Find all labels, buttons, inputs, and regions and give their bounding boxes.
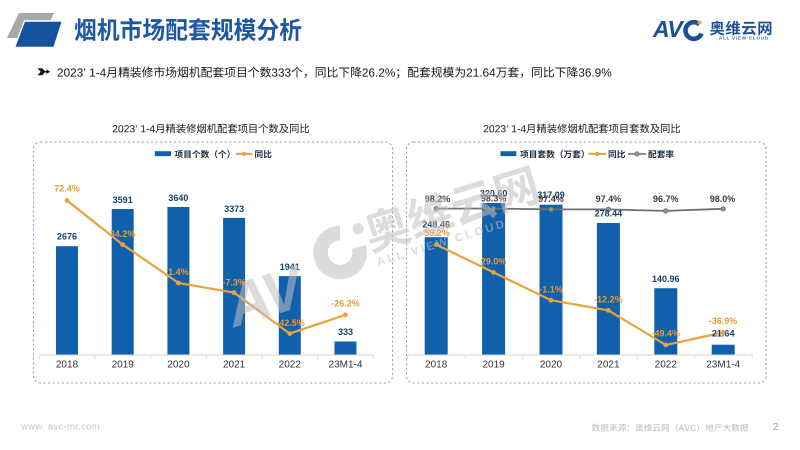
svg-text:98.0%: 98.0%: [710, 194, 736, 204]
svg-text:2018: 2018: [56, 360, 79, 371]
svg-text:1941: 1941: [280, 262, 300, 272]
svg-text:www. avc-mr.com: www. avc-mr.com: [20, 422, 100, 433]
svg-text:2676: 2676: [57, 232, 77, 242]
svg-text:2019: 2019: [482, 360, 505, 371]
svg-text:AV: AV: [652, 16, 684, 42]
svg-text:-36.9%: -36.9%: [709, 316, 738, 326]
svg-text:2: 2: [773, 422, 779, 433]
svg-text:140.96: 140.96: [652, 274, 680, 284]
svg-text:34.2%: 34.2%: [110, 229, 136, 239]
svg-text:29.0%: 29.0%: [481, 256, 507, 266]
svg-text:-42.5%: -42.5%: [276, 318, 305, 328]
svg-text:ALL VIEW CLOUD: ALL VIEW CLOUD: [719, 36, 769, 41]
svg-text:23M1-4: 23M1-4: [329, 360, 363, 371]
svg-text:2022: 2022: [279, 360, 302, 371]
svg-text:2019: 2019: [112, 360, 135, 371]
svg-text:-49.4%: -49.4%: [652, 329, 681, 339]
svg-text:2021: 2021: [597, 360, 620, 371]
svg-text:-26.2%: -26.2%: [331, 299, 360, 309]
svg-text:2020: 2020: [167, 360, 190, 371]
svg-text:-7.3%: -7.3%: [222, 277, 246, 287]
svg-text:3373: 3373: [224, 204, 244, 214]
svg-text:278.44: 278.44: [595, 209, 623, 219]
svg-text:-1.1%: -1.1%: [539, 284, 563, 294]
svg-text:2018: 2018: [425, 360, 448, 371]
svg-text:1.4%: 1.4%: [168, 267, 189, 277]
svg-text:98.3%: 98.3%: [481, 194, 507, 204]
svg-text:333: 333: [338, 327, 353, 337]
svg-text:2021: 2021: [223, 360, 246, 371]
svg-text:-12.2%: -12.2%: [594, 294, 623, 304]
svg-text:72.4%: 72.4%: [54, 184, 80, 194]
svg-text:97.4%: 97.4%: [538, 194, 564, 204]
svg-text:320.60: 320.60: [480, 188, 508, 198]
svg-text:317.09: 317.09: [537, 190, 565, 200]
svg-text:3591: 3591: [113, 195, 133, 205]
svg-text:23M1-4: 23M1-4: [706, 360, 740, 371]
svg-text:97.4%: 97.4%: [596, 194, 622, 204]
svg-text:2022: 2022: [655, 360, 678, 371]
svg-text:3640: 3640: [168, 193, 188, 203]
svg-text:2020: 2020: [540, 360, 563, 371]
svg-text:96.7%: 96.7%: [653, 194, 679, 204]
